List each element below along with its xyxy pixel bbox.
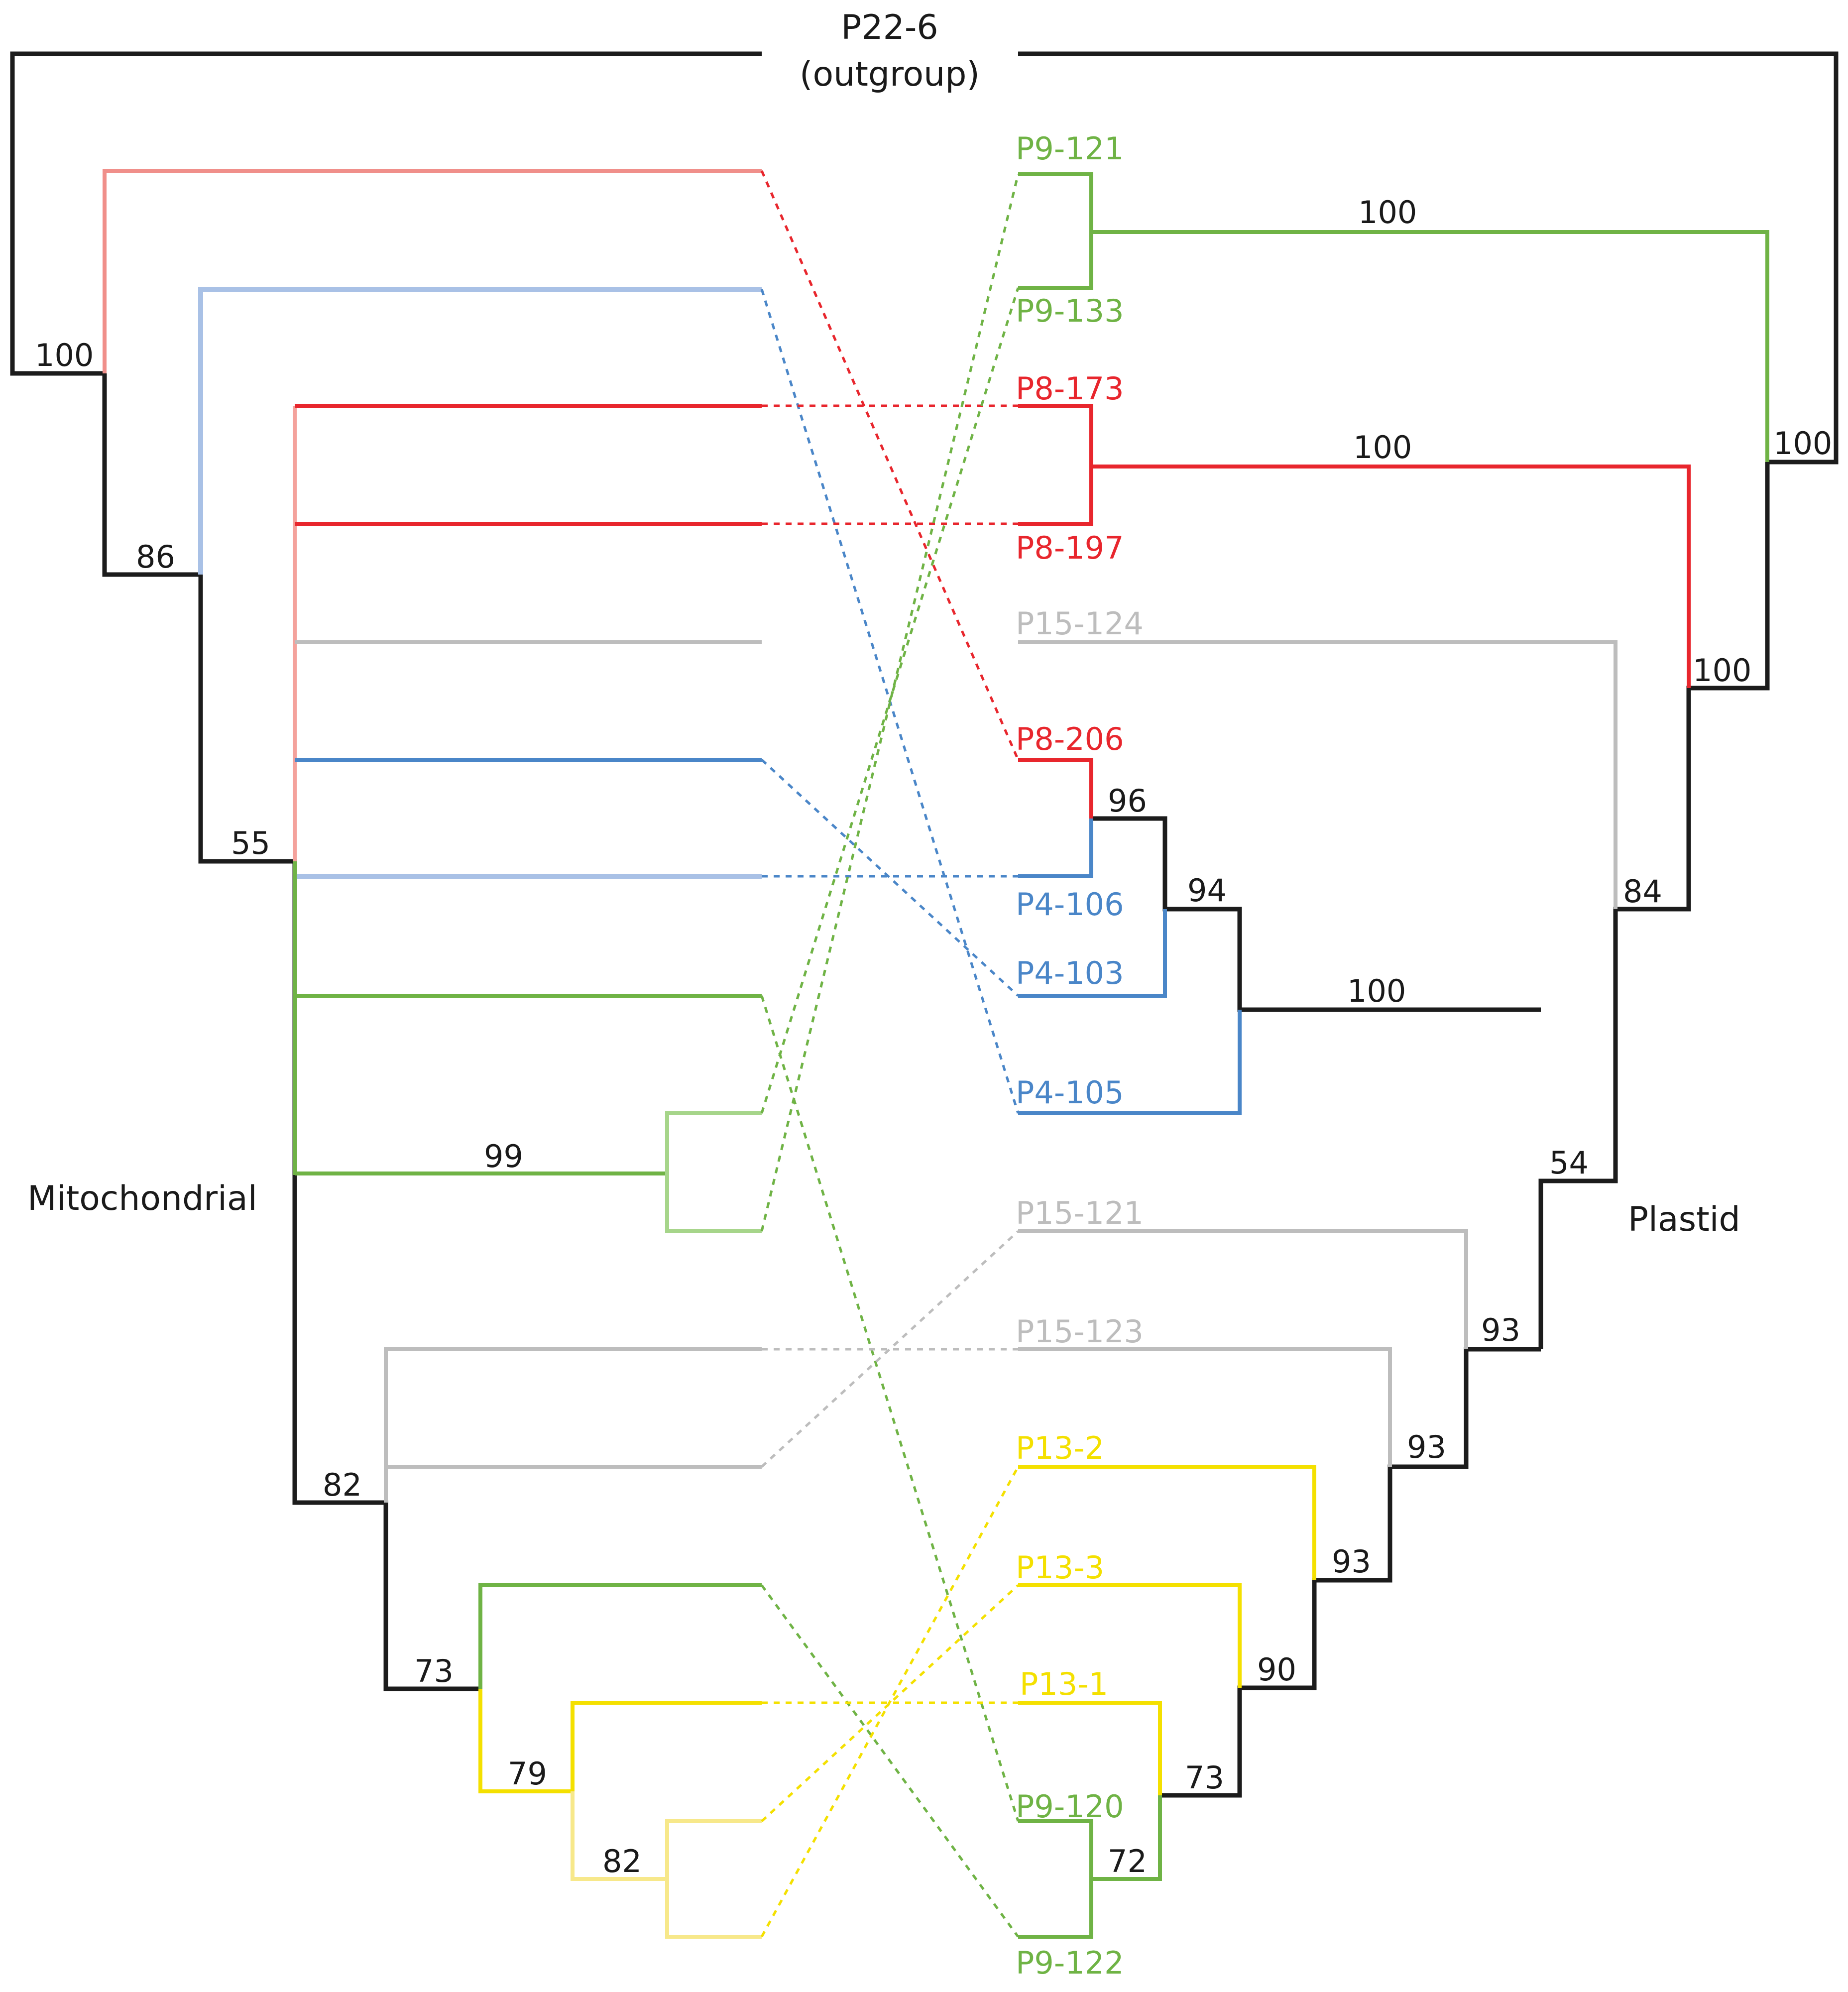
- support-value: 100: [1353, 429, 1412, 466]
- support-value: 93: [1407, 1429, 1446, 1465]
- support-value: 96: [1108, 783, 1147, 819]
- plastid-backbone-top: [1538, 462, 1770, 1349]
- taxon-label: P4-103: [1016, 955, 1124, 991]
- plastid-node72: [1091, 1795, 1162, 1881]
- mito-gray-pair: [384, 1347, 762, 1503]
- support-value: 99: [484, 1138, 523, 1174]
- plastid-p15-121: [1018, 1229, 1468, 1349]
- taxon-label: P8-173: [1016, 370, 1124, 407]
- support-value: 93: [1481, 1312, 1520, 1348]
- taxon-label: P15-121: [1016, 1195, 1144, 1231]
- link-p9-122: [760, 1584, 1020, 1938]
- support-value: 84: [1623, 873, 1662, 910]
- support-value: 79: [508, 1756, 547, 1792]
- plastid-p8-pair: [1018, 404, 1093, 526]
- support-value: 73: [414, 1653, 454, 1689]
- plastid-green-top: [1091, 230, 1769, 462]
- support-value: 100: [1347, 973, 1406, 1009]
- mito-branch-red-outer: [103, 169, 762, 373]
- plastid-p8-206: [1018, 758, 1093, 819]
- support-value: 94: [1187, 872, 1227, 909]
- mito-p9-pair: [665, 1111, 762, 1233]
- plastid-red-top: [1091, 465, 1691, 688]
- taxon-label: P13-2: [1016, 1430, 1104, 1466]
- taxon-label: P13-3: [1016, 1549, 1104, 1586]
- support-value: 86: [136, 539, 175, 575]
- taxon-label: P13-1: [1020, 1666, 1108, 1702]
- taxon-label: P15-124: [1016, 605, 1144, 642]
- plastid-p13-1: [1018, 1701, 1162, 1795]
- link-p4-103: [761, 759, 1019, 997]
- support-value: 100: [1693, 652, 1751, 689]
- plastid-p9-pair-bottom: [1018, 1819, 1093, 1939]
- plastid-p4-105: [1018, 1010, 1242, 1115]
- support-value: 93: [1332, 1543, 1371, 1580]
- mito-yellow-pair: [571, 1791, 762, 1939]
- plastid-p15-123: [1018, 1347, 1392, 1467]
- taxon-label: P9-122: [1016, 1945, 1124, 1981]
- link-p8-206: [760, 170, 1020, 760]
- support-value: 72: [1108, 1843, 1147, 1879]
- plastid-p9-pair: [1018, 172, 1093, 290]
- link-p13-3: [761, 1584, 1019, 1822]
- link-p9-121: [760, 174, 1020, 1232]
- plastid-p4-106: [1018, 819, 1093, 878]
- tangle-links: [760, 170, 1020, 1938]
- taxon-label: P4-106: [1016, 886, 1124, 923]
- mito-support-values: 100 86 55 99 82 73 79 82: [35, 337, 642, 1879]
- support-value: 100: [1358, 194, 1417, 231]
- plastid-label: Plastid: [1628, 1200, 1740, 1239]
- support-value: 100: [1773, 425, 1832, 462]
- mito-green-p9-122: [478, 1583, 762, 1689]
- outgroup-name: P22-6: [841, 8, 938, 47]
- outgroup-branch: [10, 51, 1839, 465]
- taxon-label: P9-133: [1016, 293, 1124, 329]
- mitochondrial-tree: [102, 169, 762, 1939]
- support-value: 82: [323, 1467, 362, 1503]
- mito-branch-blue-outer: [198, 287, 762, 575]
- link-p9-120: [760, 995, 1020, 1822]
- support-value: 55: [231, 825, 270, 861]
- plastid-p13-3: [1018, 1583, 1242, 1688]
- taxon-label: P4-105: [1016, 1074, 1124, 1111]
- link-p13-2: [760, 1466, 1020, 1938]
- outgroup-note: (outgroup): [800, 55, 980, 94]
- plastid-p4-103: [1018, 909, 1167, 998]
- support-value: 54: [1549, 1145, 1589, 1181]
- support-value: 100: [35, 337, 94, 373]
- support-value: 82: [602, 1843, 642, 1879]
- taxon-labels: P9-121 P9-133 P8-173 P8-197 P15-124 P8-2…: [1016, 130, 1144, 1981]
- mitochondrial-label: Mitochondrial: [27, 1179, 257, 1218]
- plastid-gray-p15-124: [1018, 640, 1617, 909]
- support-value: 73: [1185, 1759, 1224, 1796]
- taxon-label: P15-123: [1016, 1313, 1144, 1350]
- plastid-p13-2: [1018, 1465, 1316, 1580]
- link-p9-133: [760, 287, 1020, 1114]
- taxon-label: P8-206: [1016, 721, 1124, 757]
- support-value: 90: [1257, 1651, 1296, 1688]
- plastid-support-values: 100 100 100 100 84 54 100 94 96 93 93 93…: [1108, 194, 1832, 1879]
- plastid-backbone-lower: [1160, 1347, 1541, 1798]
- taxon-label: P9-121: [1016, 130, 1124, 167]
- link-p15-121: [761, 1230, 1019, 1468]
- plastid-tree: [1018, 172, 1770, 1939]
- taxon-label: P9-120: [1016, 1788, 1124, 1825]
- taxon-label: P8-197: [1016, 530, 1124, 566]
